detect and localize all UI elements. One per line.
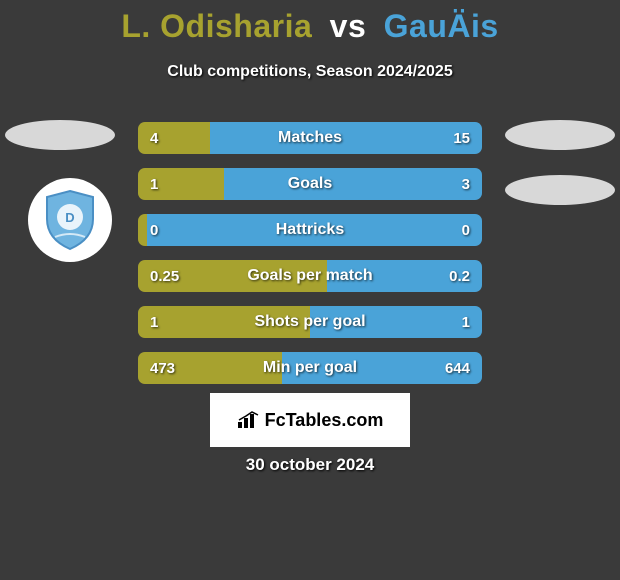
player2-photo-placeholder-2 [505,175,615,205]
comparison-bars: 415Matches 13Goals 00Hattricks 0.250.2Goals… [138,122,482,398]
bar-label: Shots per goal [138,306,482,338]
player2-photo-placeholder-1 [505,120,615,150]
bar-label: Hattricks [138,214,482,246]
player1-photo-placeholder [5,120,115,150]
chart-icon [237,411,259,429]
subtitle: Club competitions, Season 2024/2025 [0,63,620,81]
logo-text: FcTables.com [265,410,384,431]
stat-bar: 00Hattricks [138,214,482,246]
comparison-title: L. Odisharia vs GauÄis [0,0,620,45]
bar-label: Goals [138,168,482,200]
club-badge: D [28,178,112,262]
date-text: 30 october 2024 [0,455,620,475]
vs-text: vs [330,8,367,44]
svg-text:D: D [65,210,74,225]
bar-label: Min per goal [138,352,482,384]
shield-icon: D [43,189,97,251]
stat-bar: 473644Min per goal [138,352,482,384]
player1-name: L. Odisharia [121,8,312,44]
stat-bar: 415Matches [138,122,482,154]
stat-bar: 11Shots per goal [138,306,482,338]
stat-bar: 13Goals [138,168,482,200]
bar-label: Matches [138,122,482,154]
stat-bar: 0.250.2Goals per match [138,260,482,292]
fctables-logo: FcTables.com [210,393,410,447]
player2-name: GauÄis [384,8,499,44]
bar-label: Goals per match [138,260,482,292]
